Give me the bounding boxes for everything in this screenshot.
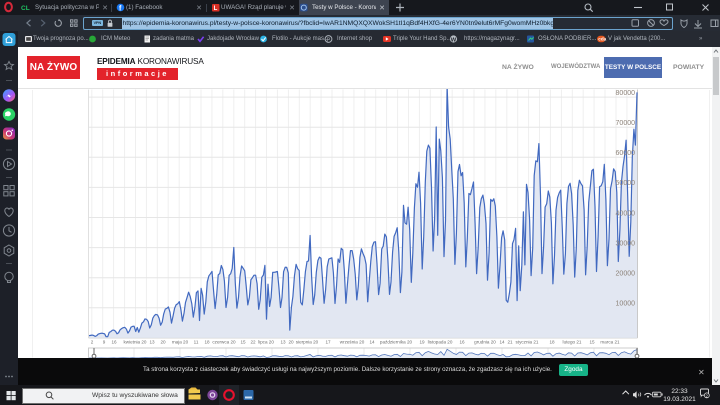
svg-text:40000: 40000 xyxy=(616,210,636,217)
svg-text:maja 20: maja 20 xyxy=(172,339,189,344)
svg-text:października 20: października 20 xyxy=(380,339,413,344)
svg-text:sierpnia 20: sierpnia 20 xyxy=(296,339,319,344)
svg-text:15: 15 xyxy=(589,339,595,344)
svg-text:17: 17 xyxy=(325,339,331,344)
svg-text:stycznia 21: stycznia 21 xyxy=(516,339,539,344)
svg-text:18: 18 xyxy=(549,339,555,344)
svg-text:20: 20 xyxy=(160,339,166,344)
svg-text:21: 21 xyxy=(507,339,513,344)
svg-text:13: 13 xyxy=(149,339,155,344)
svg-text:14: 14 xyxy=(499,339,505,344)
svg-text:września 20: września 20 xyxy=(340,339,365,344)
svg-text:10000: 10000 xyxy=(616,300,636,307)
svg-text:80000: 80000 xyxy=(616,89,636,96)
svg-text:30000: 30000 xyxy=(616,240,636,247)
svg-text:16: 16 xyxy=(459,339,465,344)
svg-text:19: 19 xyxy=(419,339,425,344)
svg-text:14: 14 xyxy=(369,339,375,344)
svg-text:kwietnia 20: kwietnia 20 xyxy=(124,339,147,344)
svg-text:9: 9 xyxy=(103,339,106,344)
svg-text:60000: 60000 xyxy=(616,150,636,157)
svg-text:lipca 20: lipca 20 xyxy=(258,339,274,344)
svg-text:2: 2 xyxy=(91,339,94,344)
svg-text:70000: 70000 xyxy=(616,120,636,127)
svg-text:13: 13 xyxy=(280,339,286,344)
svg-text:marca 21: marca 21 xyxy=(600,339,620,344)
svg-text:lutego 21: lutego 21 xyxy=(563,339,582,344)
svg-text:18: 18 xyxy=(204,339,210,344)
svg-text:listopada 20: listopada 20 xyxy=(428,339,453,344)
svg-text:22: 22 xyxy=(250,339,256,344)
svg-text:50000: 50000 xyxy=(616,180,636,187)
svg-text:15: 15 xyxy=(240,339,246,344)
svg-text:grudnia 20: grudnia 20 xyxy=(474,339,496,344)
svg-text:czerwca 20: czerwca 20 xyxy=(212,339,236,344)
svg-text:20000: 20000 xyxy=(616,270,636,277)
svg-text:11: 11 xyxy=(194,339,199,344)
svg-text:20: 20 xyxy=(288,339,294,344)
svg-text:16: 16 xyxy=(111,339,117,344)
